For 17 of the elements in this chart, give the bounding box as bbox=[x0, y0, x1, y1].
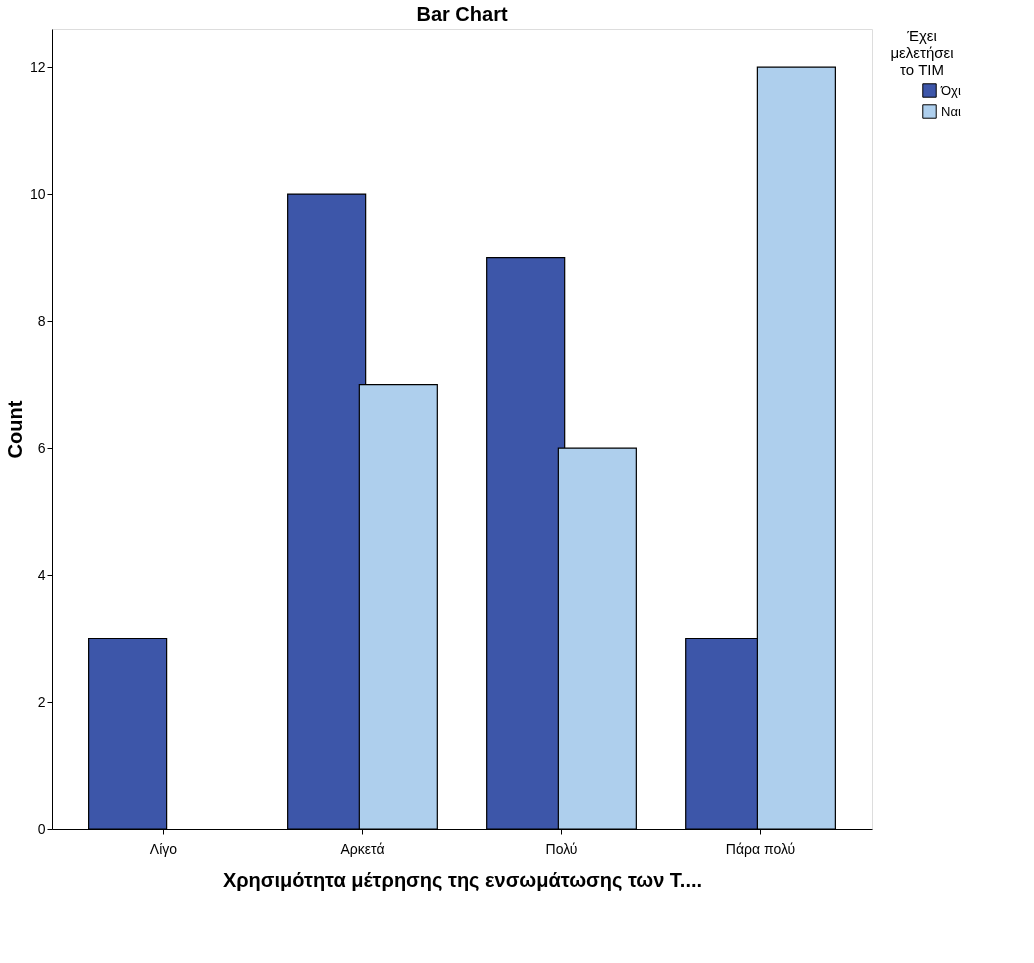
y-tick-label: 6 bbox=[37, 439, 46, 456]
y-tick-label: 12 bbox=[29, 58, 46, 75]
x-tick-label: Λίγο bbox=[149, 840, 178, 857]
y-tick-label: 10 bbox=[29, 185, 46, 202]
x-axis-title: Χρησιμότητα μέτρησης της ενσωμάτωσης των Τ.... bbox=[222, 868, 703, 891]
y-tick-label: 8 bbox=[37, 312, 46, 329]
y-axis-title: Count bbox=[3, 400, 26, 459]
x-tick-label: Αρκετά bbox=[340, 840, 385, 857]
chart-title: Bar Chart bbox=[416, 3, 508, 25]
legend-title: Έχει μελετήσει το TIM bbox=[890, 27, 954, 78]
legend-label: Ναι bbox=[941, 103, 961, 119]
y-tick-label: 0 bbox=[37, 820, 46, 837]
legend-label: Όχι bbox=[940, 82, 961, 98]
x-tick-label: Πάρα πολύ bbox=[725, 840, 796, 857]
y-tick-label: 2 bbox=[37, 693, 46, 710]
x-tick-label: Πολύ bbox=[545, 840, 578, 857]
y-tick-label: 4 bbox=[37, 566, 46, 583]
